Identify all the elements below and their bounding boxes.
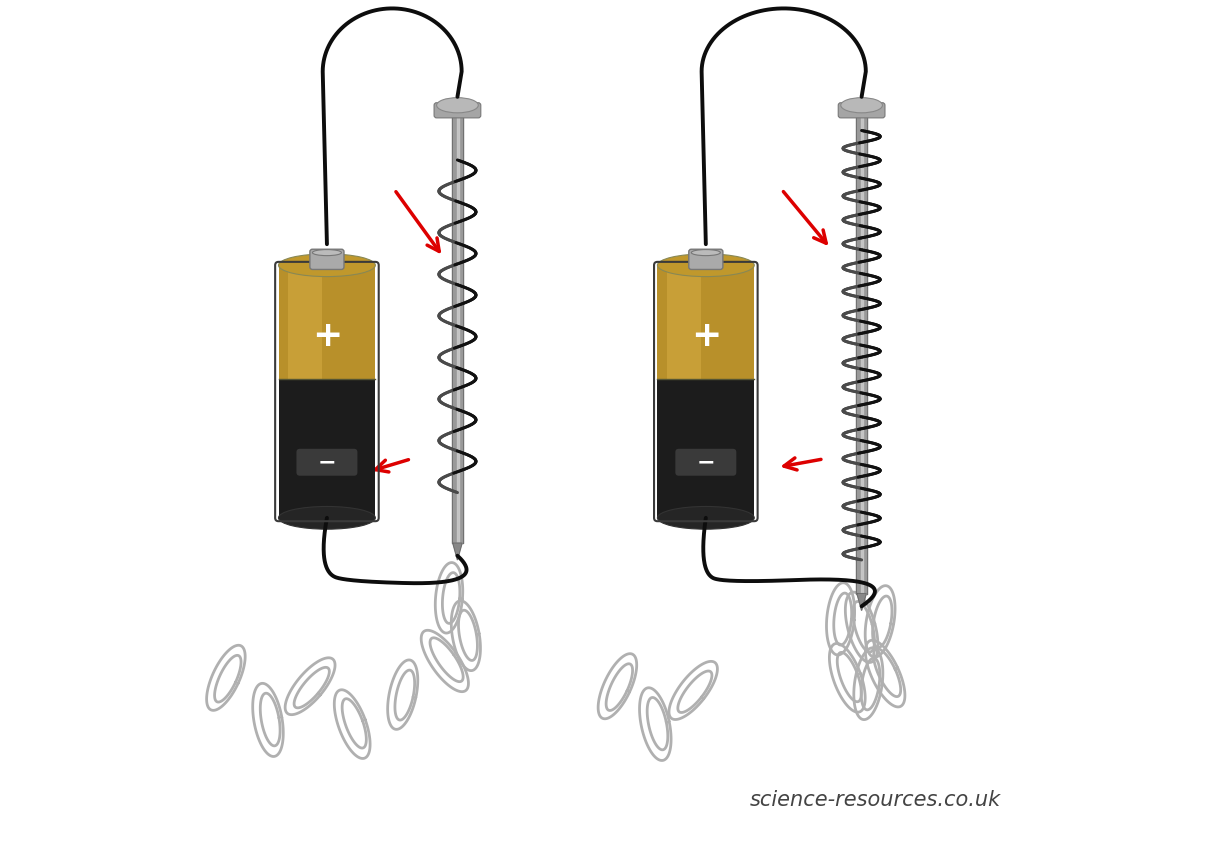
FancyBboxPatch shape [658,265,754,379]
Text: +: + [312,319,342,353]
Text: science-resources.co.uk: science-resources.co.uk [749,790,1000,810]
Text: −: − [697,452,715,472]
FancyBboxPatch shape [309,249,343,269]
Polygon shape [453,543,462,560]
FancyBboxPatch shape [296,449,357,476]
Ellipse shape [279,507,375,530]
Text: −: − [318,452,336,472]
Ellipse shape [840,98,882,113]
FancyBboxPatch shape [434,103,481,118]
Ellipse shape [436,98,479,113]
FancyBboxPatch shape [838,103,885,118]
Ellipse shape [312,249,341,256]
Ellipse shape [658,507,754,530]
FancyBboxPatch shape [689,249,722,269]
FancyBboxPatch shape [667,265,702,379]
Ellipse shape [692,249,720,256]
Ellipse shape [658,254,754,276]
FancyBboxPatch shape [675,449,737,476]
FancyBboxPatch shape [658,375,754,518]
Text: +: + [691,319,721,353]
Polygon shape [857,594,866,610]
FancyBboxPatch shape [289,265,322,379]
Ellipse shape [279,254,375,276]
FancyBboxPatch shape [279,265,375,379]
FancyBboxPatch shape [279,375,375,518]
